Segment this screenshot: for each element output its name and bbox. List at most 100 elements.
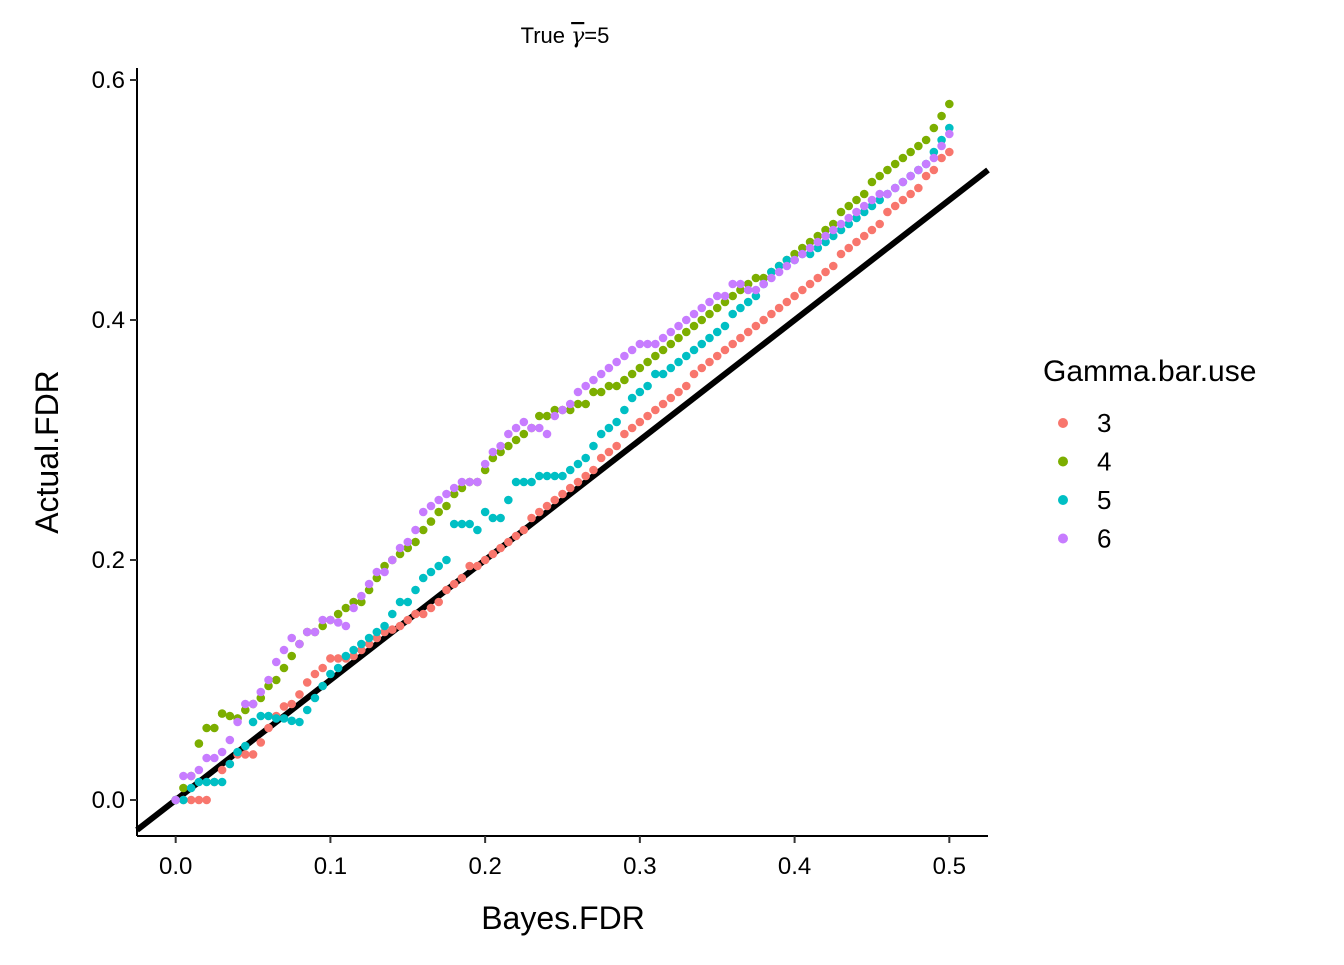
data-point — [248, 717, 258, 727]
data-point — [418, 507, 428, 517]
data-point — [256, 738, 266, 747]
data-point — [596, 369, 606, 379]
data-point — [511, 531, 521, 541]
data-point — [519, 477, 529, 487]
data-point — [898, 177, 908, 187]
data-point — [264, 723, 273, 733]
data-point — [914, 165, 923, 175]
data-point — [449, 489, 459, 499]
data-point — [674, 321, 683, 331]
data-point — [782, 261, 792, 271]
data-point — [349, 597, 358, 607]
data-point — [287, 699, 297, 709]
data-point — [279, 702, 289, 711]
data-point — [403, 543, 413, 553]
data-point — [674, 357, 683, 367]
data-point — [202, 795, 211, 805]
data-point — [210, 777, 219, 787]
data-point — [852, 237, 861, 247]
data-point — [898, 153, 908, 163]
data-point — [496, 441, 505, 451]
data-point — [202, 753, 211, 763]
data-point — [805, 243, 815, 253]
data-point — [875, 189, 884, 199]
data-point — [341, 603, 351, 613]
data-point — [643, 357, 652, 367]
data-point — [542, 411, 552, 421]
data-point — [883, 189, 892, 199]
data-point — [821, 231, 830, 241]
data-point — [457, 477, 467, 487]
data-point — [728, 279, 737, 289]
data-point — [217, 709, 227, 718]
data-point — [813, 237, 823, 247]
data-point — [179, 795, 188, 805]
data-point — [798, 285, 807, 295]
data-point — [357, 639, 366, 649]
data-point — [852, 213, 861, 223]
data-point — [581, 453, 591, 463]
data-point — [511, 477, 521, 487]
data-point — [565, 405, 575, 415]
data-point — [604, 423, 614, 433]
data-point — [388, 555, 397, 565]
data-point — [581, 471, 591, 481]
legend-key — [1058, 495, 1068, 505]
data-point — [643, 411, 652, 421]
data-point — [844, 243, 854, 253]
data-point — [759, 273, 768, 283]
data-point — [589, 387, 598, 397]
data-point — [558, 489, 567, 499]
data-point — [565, 399, 575, 409]
data-point — [767, 267, 776, 277]
data-point — [465, 561, 474, 571]
data-point — [295, 717, 304, 727]
data-point — [906, 147, 915, 157]
data-point — [689, 345, 699, 355]
data-point — [504, 429, 513, 439]
data-point — [480, 507, 490, 517]
data-point — [395, 597, 405, 607]
data-point — [519, 429, 529, 439]
data-point — [743, 285, 753, 295]
legend-item-3: 3 — [1058, 408, 1111, 438]
data-point — [821, 267, 830, 277]
data-point — [573, 477, 583, 487]
data-point — [859, 201, 869, 211]
data-point — [635, 339, 645, 349]
reference-line — [135, 167, 990, 833]
data-point — [457, 573, 467, 583]
data-point — [310, 627, 320, 637]
data-point — [573, 387, 583, 397]
data-point — [565, 465, 575, 475]
data-point — [202, 723, 211, 733]
data-point — [906, 171, 915, 181]
data-point — [349, 645, 358, 655]
data-point — [534, 471, 544, 481]
data-point — [279, 714, 289, 723]
data-point — [914, 183, 923, 193]
legend: Gamma.bar.use 3 4 5 6 — [1043, 355, 1256, 554]
data-point — [225, 759, 235, 769]
data-point — [828, 219, 838, 229]
data-point — [241, 705, 250, 715]
data-point — [573, 459, 583, 469]
data-point — [488, 453, 498, 463]
data-point — [279, 663, 289, 673]
data-point — [705, 309, 714, 319]
data-point — [805, 237, 815, 247]
data-point — [395, 621, 405, 631]
data-point — [666, 339, 676, 349]
data-point — [743, 327, 753, 337]
data-point — [581, 381, 591, 391]
data-point — [875, 195, 884, 205]
data-point — [179, 783, 188, 793]
data-point — [449, 483, 459, 493]
y-tick-label: 0.2 — [92, 547, 125, 574]
y-tick-label: 0.0 — [92, 787, 125, 814]
data-point — [341, 621, 351, 631]
data-point — [310, 693, 320, 703]
data-point — [434, 561, 444, 571]
data-point — [627, 345, 637, 355]
data-point — [380, 627, 389, 637]
